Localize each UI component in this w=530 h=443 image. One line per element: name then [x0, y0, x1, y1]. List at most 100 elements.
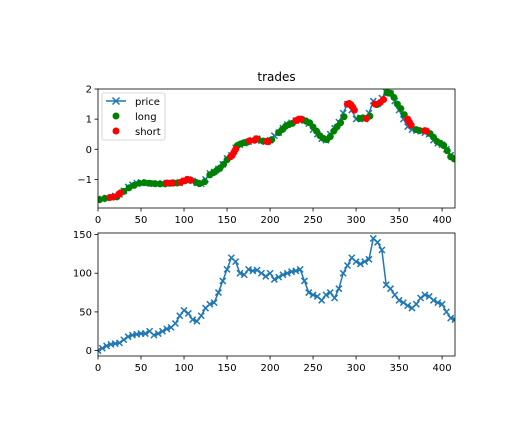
bottom-x-tick-label: 250 — [304, 363, 323, 374]
bottom-series-x-marker — [386, 285, 395, 293]
bottom-series-x-marker — [352, 258, 360, 266]
bottom-y-tick-label: 100 — [73, 269, 92, 280]
bottom-series-x-marker — [395, 296, 403, 304]
top-long-point — [156, 180, 164, 188]
bottom-axes: 0 50 100 150 200 250 300 350 400 0 50 100 150 — [73, 230, 456, 374]
top-y-tick-label: 2 — [86, 85, 92, 96]
bottom-y-tick-label: 150 — [73, 230, 92, 241]
bottom-plot-area — [98, 234, 455, 355]
bottom-series-x-marker — [245, 265, 253, 273]
top-axes: trades 0 50 100 150 200 250 300 350 400 −1 0 1 2 pr… — [77, 70, 456, 226]
top-long-point — [443, 147, 451, 155]
top-short-point — [362, 115, 370, 123]
top-long-point — [340, 113, 348, 121]
bottom-series-x-marker — [158, 327, 167, 335]
top-short-point — [297, 115, 305, 123]
bottom-series-x-marker — [391, 291, 399, 299]
legend-long-dot-icon — [112, 112, 120, 120]
bottom-series-x-marker — [438, 300, 446, 308]
top-short-point — [264, 138, 272, 146]
bottom-series-x-marker — [296, 265, 304, 273]
bottom-series-x-marker — [417, 294, 425, 302]
top-y-tick-label: −1 — [77, 175, 92, 186]
top-long-point — [101, 194, 109, 202]
bottom-series-x-marker — [283, 269, 291, 277]
bottom-series-x-marker — [326, 289, 334, 297]
bottom-series-x-marker — [429, 296, 438, 304]
bottom-series-x-marker — [451, 316, 455, 324]
bottom-series-x-marker — [189, 316, 197, 324]
legend-label-long: long — [135, 112, 157, 123]
top-x-tick-label: 350 — [390, 215, 409, 226]
bottom-series-x-marker — [193, 317, 201, 325]
top-long-point — [135, 179, 143, 187]
legend-price-x-marker-icon — [111, 96, 121, 106]
legend-label-price: price — [135, 97, 160, 108]
bottom-series-x-marker — [214, 289, 222, 297]
bottom-series-x-marker — [236, 269, 244, 277]
top-y-ticks: −1 0 1 2 — [77, 85, 98, 186]
bottom-series-x-marker — [184, 309, 192, 317]
top-axes-frame — [97, 88, 456, 209]
bottom-series-x-marker — [374, 238, 382, 246]
top-short-point — [168, 179, 176, 187]
bottom-series-x-marker — [279, 271, 287, 279]
bottom-series-x-marker — [434, 299, 442, 307]
bottom-series-x-marker — [176, 312, 184, 320]
bottom-series-x-marker — [442, 308, 450, 316]
top-x-tick-label: 100 — [174, 215, 193, 226]
top-long-point — [397, 105, 405, 113]
legend-entry-long: long — [112, 112, 157, 123]
bottom-series-x-marker — [154, 330, 162, 338]
top-x-tick-label: 150 — [217, 215, 236, 226]
top-x-ticks: 0 50 100 150 200 250 300 350 400 — [95, 208, 452, 226]
bottom-x-tick-label: 0 — [95, 363, 101, 374]
top-long-point — [326, 133, 334, 141]
top-long-point — [201, 178, 209, 186]
bottom-series-x-marker — [103, 342, 111, 350]
bottom-series-x-marker — [180, 306, 188, 314]
top-x-tick-label: 250 — [304, 215, 323, 226]
bottom-series-x-marker — [206, 300, 214, 308]
top-legend: price long short — [101, 92, 166, 141]
bottom-axes-frame — [97, 232, 456, 357]
bottom-series-x-marker — [124, 333, 132, 341]
legend-label-short: short — [135, 127, 161, 138]
bottom-series-x-marker — [98, 347, 102, 355]
bottom-series-x-marker — [339, 269, 347, 277]
bottom-x-tick-label: 400 — [433, 363, 452, 374]
bottom-y-tick-label: 50 — [79, 307, 92, 318]
bottom-series-x-marker — [163, 325, 171, 333]
top-short-point — [163, 179, 171, 187]
bottom-x-tick-label: 200 — [261, 363, 280, 374]
legend-entry-price: price — [106, 96, 160, 108]
legend-entry-short: short — [112, 127, 161, 138]
bottom-series-x-marker — [399, 299, 407, 307]
bottom-series-x-marker — [305, 289, 313, 297]
top-data-layer — [98, 89, 455, 204]
bottom-x-tick-label: 100 — [174, 363, 193, 374]
bottom-series-x-marker — [361, 258, 369, 266]
top-x-tick-label: 300 — [347, 215, 366, 226]
bottom-series-x-marker — [447, 314, 455, 322]
bottom-series-x-marker — [266, 269, 274, 277]
bottom-series-x-marker — [270, 275, 278, 283]
top-x-tick-label: 400 — [433, 215, 452, 226]
top-y-tick-label: 1 — [86, 115, 92, 126]
bottom-series-x-marker — [253, 266, 261, 274]
top-short-point — [350, 106, 358, 114]
bottom-series-x-marker — [262, 272, 270, 280]
top-x-tick-label: 50 — [135, 215, 148, 226]
bottom-series-x-marker — [197, 312, 205, 320]
top-short-point — [252, 135, 260, 143]
bottom-series-x-marker — [257, 269, 265, 277]
top-short-point — [380, 96, 388, 104]
bottom-series-x-marker — [98, 344, 106, 352]
top-long-point — [440, 142, 448, 150]
top-long-point — [416, 127, 424, 135]
top-long-point — [390, 93, 398, 101]
bottom-series-x-marker — [404, 302, 412, 310]
bottom-series-x-marker — [141, 330, 149, 338]
bottom-y-ticks: 0 50 100 150 — [73, 230, 98, 357]
